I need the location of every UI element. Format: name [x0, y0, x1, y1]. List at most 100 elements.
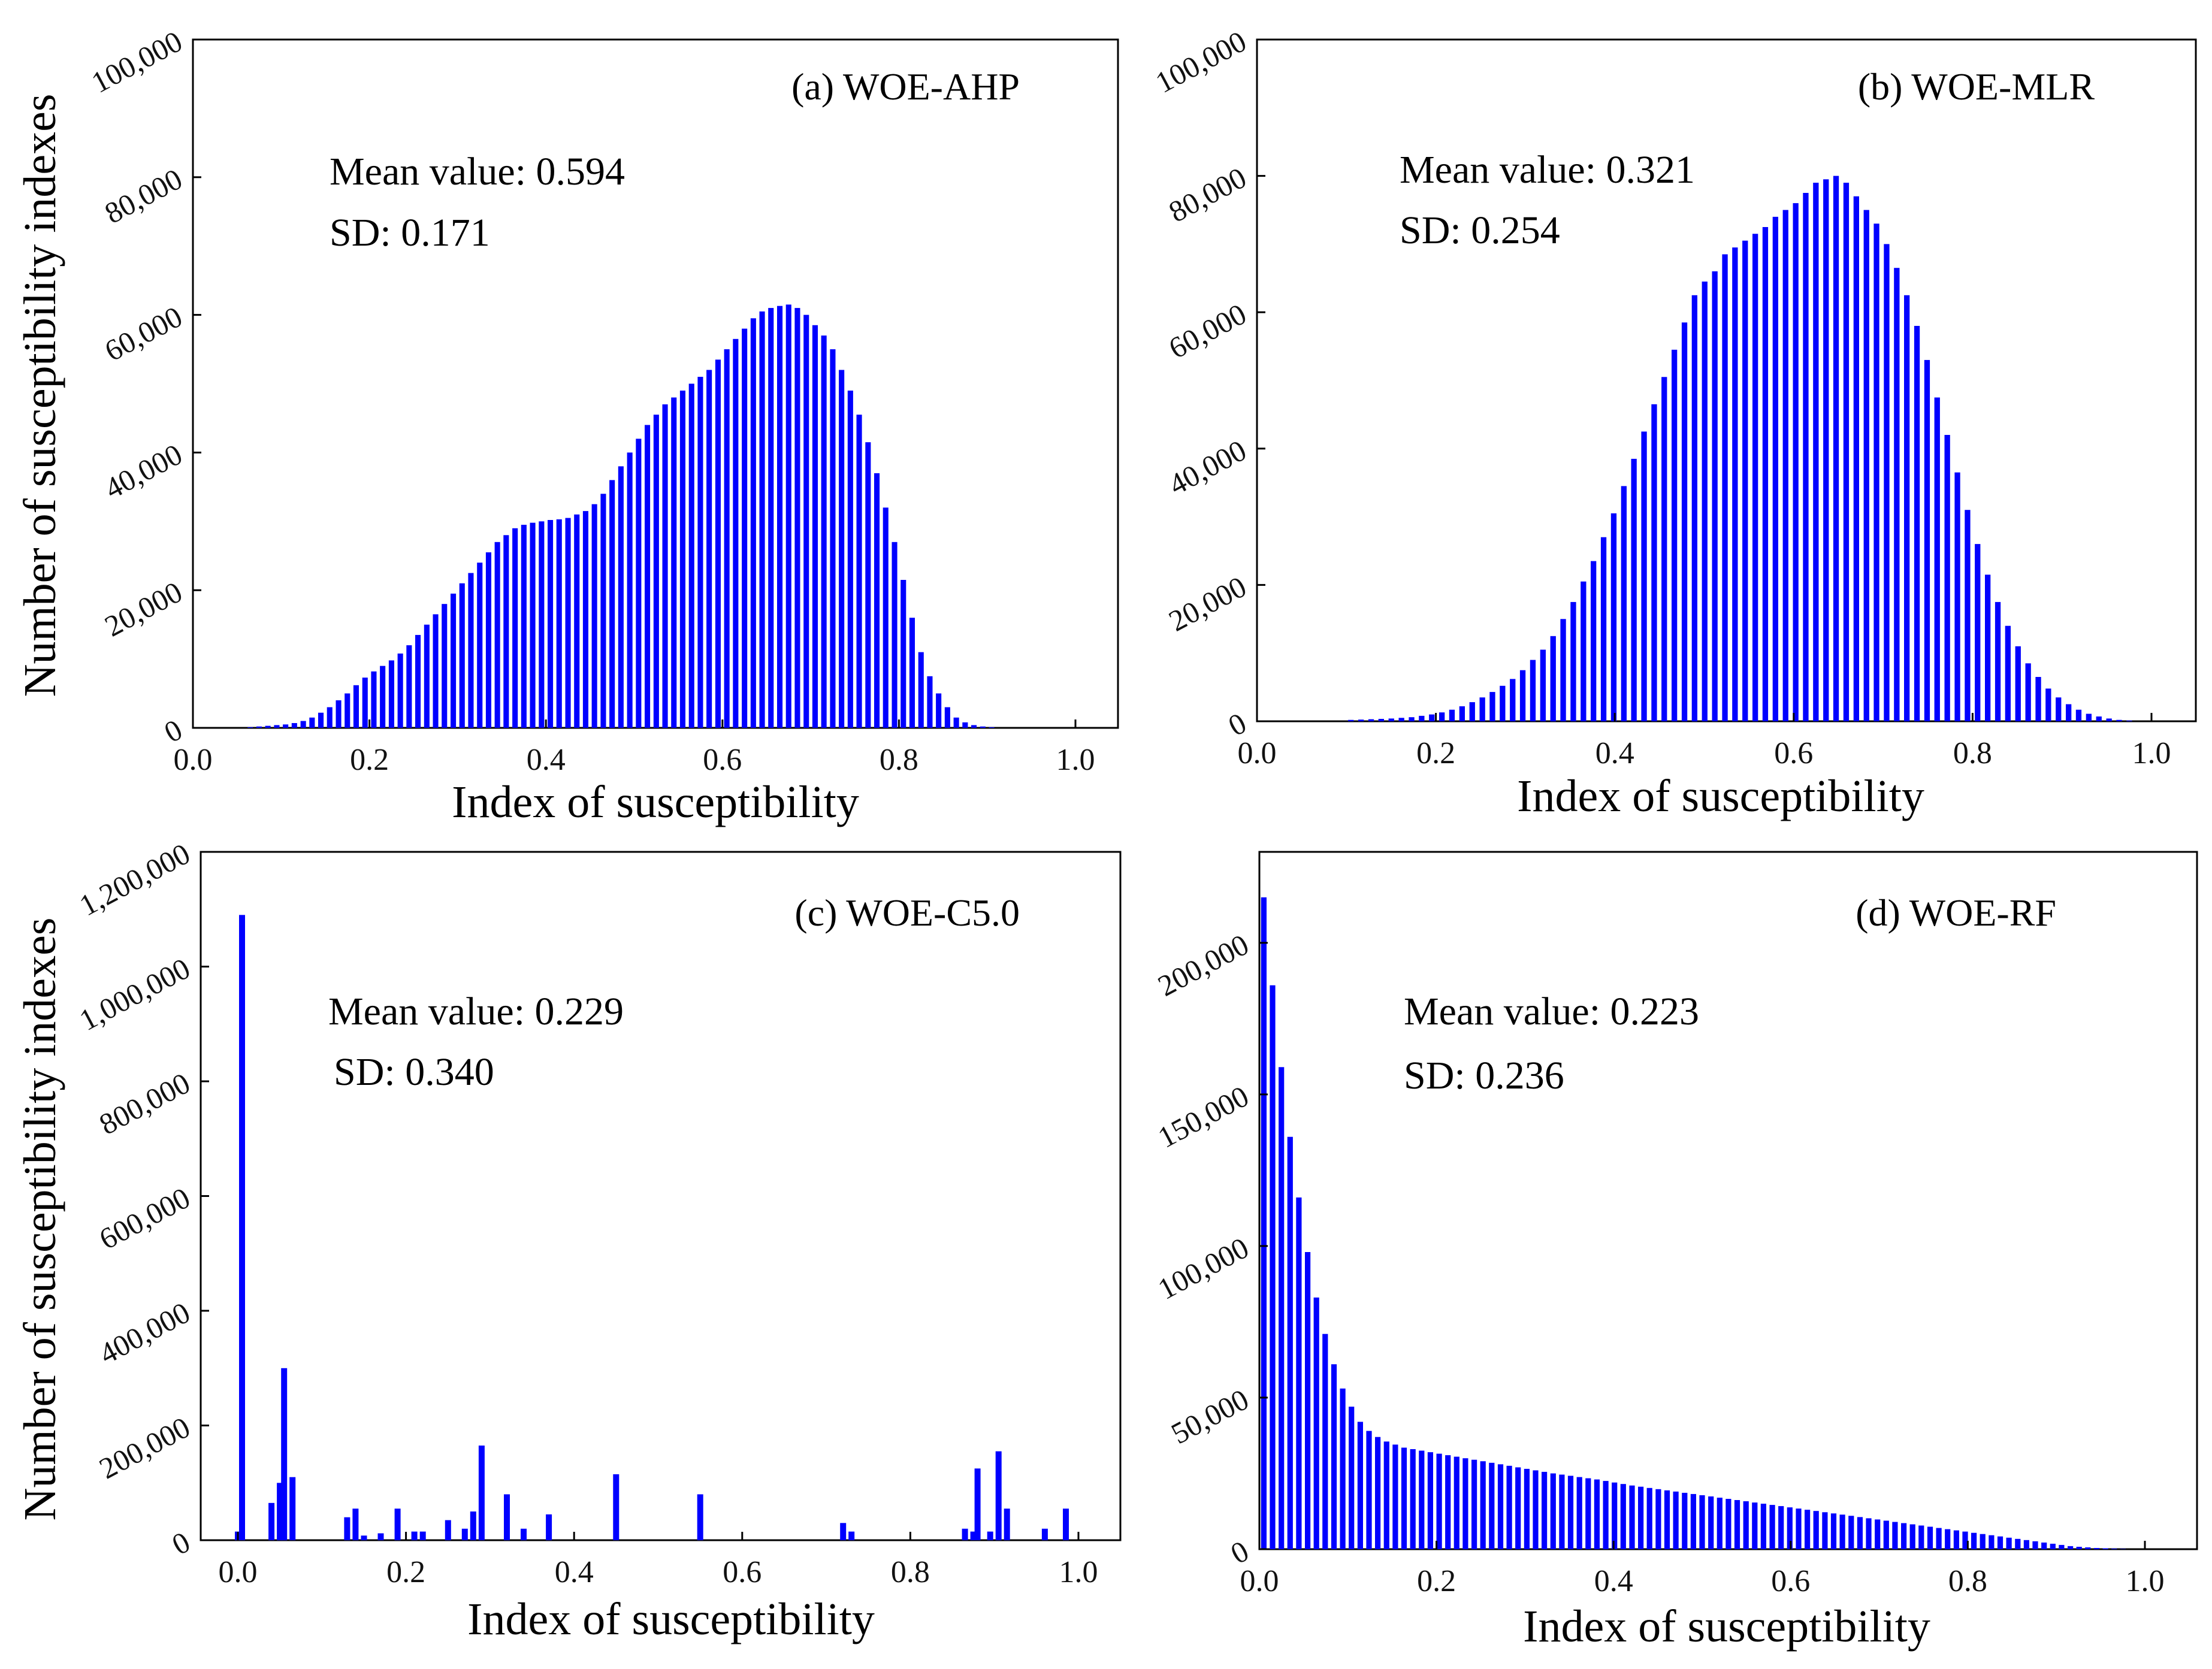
x-tick-label: 0.8 [880, 743, 918, 777]
bar [521, 525, 527, 728]
bar [1510, 679, 1516, 721]
bar [1506, 1465, 1512, 1549]
bar [1743, 1501, 1749, 1549]
bar [653, 415, 659, 728]
bar [461, 1528, 468, 1540]
y-tick-label: 60,000 [99, 300, 188, 368]
bar [1340, 1388, 1346, 1549]
x-tick-label: 0.8 [1948, 1564, 1987, 1598]
x-tick-label: 0.6 [723, 1555, 761, 1589]
panel-a-woe-ahp: 0.0 0.2 0.4 0.6 0.8 1.0 0 20,000 40,000 60,000 80,… [86, 24, 1119, 827]
bar [1453, 1456, 1459, 1549]
bar [759, 311, 765, 728]
bar [1366, 1431, 1372, 1549]
y-tick-label: 150,000 [1152, 1079, 1254, 1154]
bar [1853, 196, 1859, 721]
y-tick-label: 20,000 [1163, 570, 1252, 638]
bar [2015, 1538, 2021, 1549]
y-tick-label: 40,000 [1163, 433, 1252, 501]
bar [415, 634, 421, 728]
bar [1646, 1487, 1652, 1549]
bar [1822, 1512, 1828, 1549]
bar [2102, 1548, 2108, 1549]
bar [1752, 234, 1758, 721]
x-tick-label: 0.4 [1595, 736, 1634, 770]
bar [1610, 513, 1617, 721]
x-tick-label: 0.4 [1594, 1564, 1633, 1598]
bar [679, 391, 685, 728]
bar [1349, 1407, 1355, 1549]
bar [289, 1477, 296, 1540]
bar [1672, 349, 1678, 721]
bar [671, 397, 677, 728]
bar [397, 653, 403, 728]
bar [494, 542, 500, 728]
bar [1971, 1532, 1977, 1549]
bar [1863, 210, 1869, 721]
bar [1462, 1458, 1468, 1549]
bar [2045, 688, 2051, 721]
bar [1331, 1364, 1337, 1549]
bar [1638, 1486, 1644, 1549]
bar [2085, 1547, 2091, 1549]
bar [1471, 1459, 1477, 1549]
bar [1805, 1510, 1811, 1549]
x-axis-title: Index of susceptibility [1523, 1601, 1930, 1652]
bar [574, 514, 580, 728]
bar [768, 308, 774, 728]
bar [944, 707, 950, 728]
x-tick-label: 0.6 [1771, 1564, 1810, 1598]
bar [1261, 897, 1267, 1549]
bar [1772, 216, 1778, 721]
bar [980, 726, 986, 728]
bar [1833, 176, 1839, 722]
y-tick-label: 80,000 [99, 162, 188, 230]
bar [2066, 704, 2072, 721]
bar [1378, 719, 1384, 721]
bar [1560, 619, 1566, 721]
bar [239, 915, 245, 1540]
bar [1892, 1522, 1898, 1549]
y-tick-label: 0 [159, 712, 188, 749]
panel-label: (d) WOE-RF [1856, 891, 2056, 934]
bar [1883, 1520, 1889, 1549]
bar [1673, 1491, 1679, 1549]
bar [1489, 692, 1495, 721]
x-axis-title: Index of susceptibility [452, 777, 859, 827]
bar [1803, 193, 1809, 721]
bar [1866, 1518, 1872, 1549]
bar [1722, 254, 1728, 721]
bar [697, 377, 703, 728]
bar [1813, 183, 1819, 721]
y-tick-label: 1,200,000 [74, 836, 195, 922]
bar [1305, 1252, 1311, 1549]
bar [812, 325, 818, 728]
bar [274, 725, 280, 728]
bar [1712, 271, 1718, 721]
bar [2086, 713, 2092, 721]
x-tick-label: 0.2 [386, 1555, 425, 1589]
bar [1479, 697, 1485, 721]
y-tick-label: 400,000 [93, 1295, 195, 1371]
bar [265, 725, 271, 728]
bar [1375, 1437, 1381, 1549]
y-tick-label: 100,000 [86, 24, 188, 99]
bar [1567, 1476, 1574, 1549]
bar [1843, 183, 1850, 721]
bar [1954, 472, 1960, 721]
bar [1944, 435, 1950, 721]
bar [1515, 1467, 1521, 1549]
bar [1313, 1297, 1319, 1549]
bar [927, 676, 933, 728]
bar [962, 722, 968, 728]
y-tick-label: 600,000 [93, 1181, 195, 1256]
bar [591, 504, 597, 728]
bar [1524, 1468, 1530, 1549]
y-axis-title-top: Number of susceptibility indexes [15, 94, 65, 697]
bar [1702, 282, 1708, 721]
bar [2025, 663, 2031, 721]
bar [406, 645, 412, 728]
bar [459, 583, 465, 728]
bar [1681, 322, 1688, 721]
bar [1962, 1531, 1968, 1549]
